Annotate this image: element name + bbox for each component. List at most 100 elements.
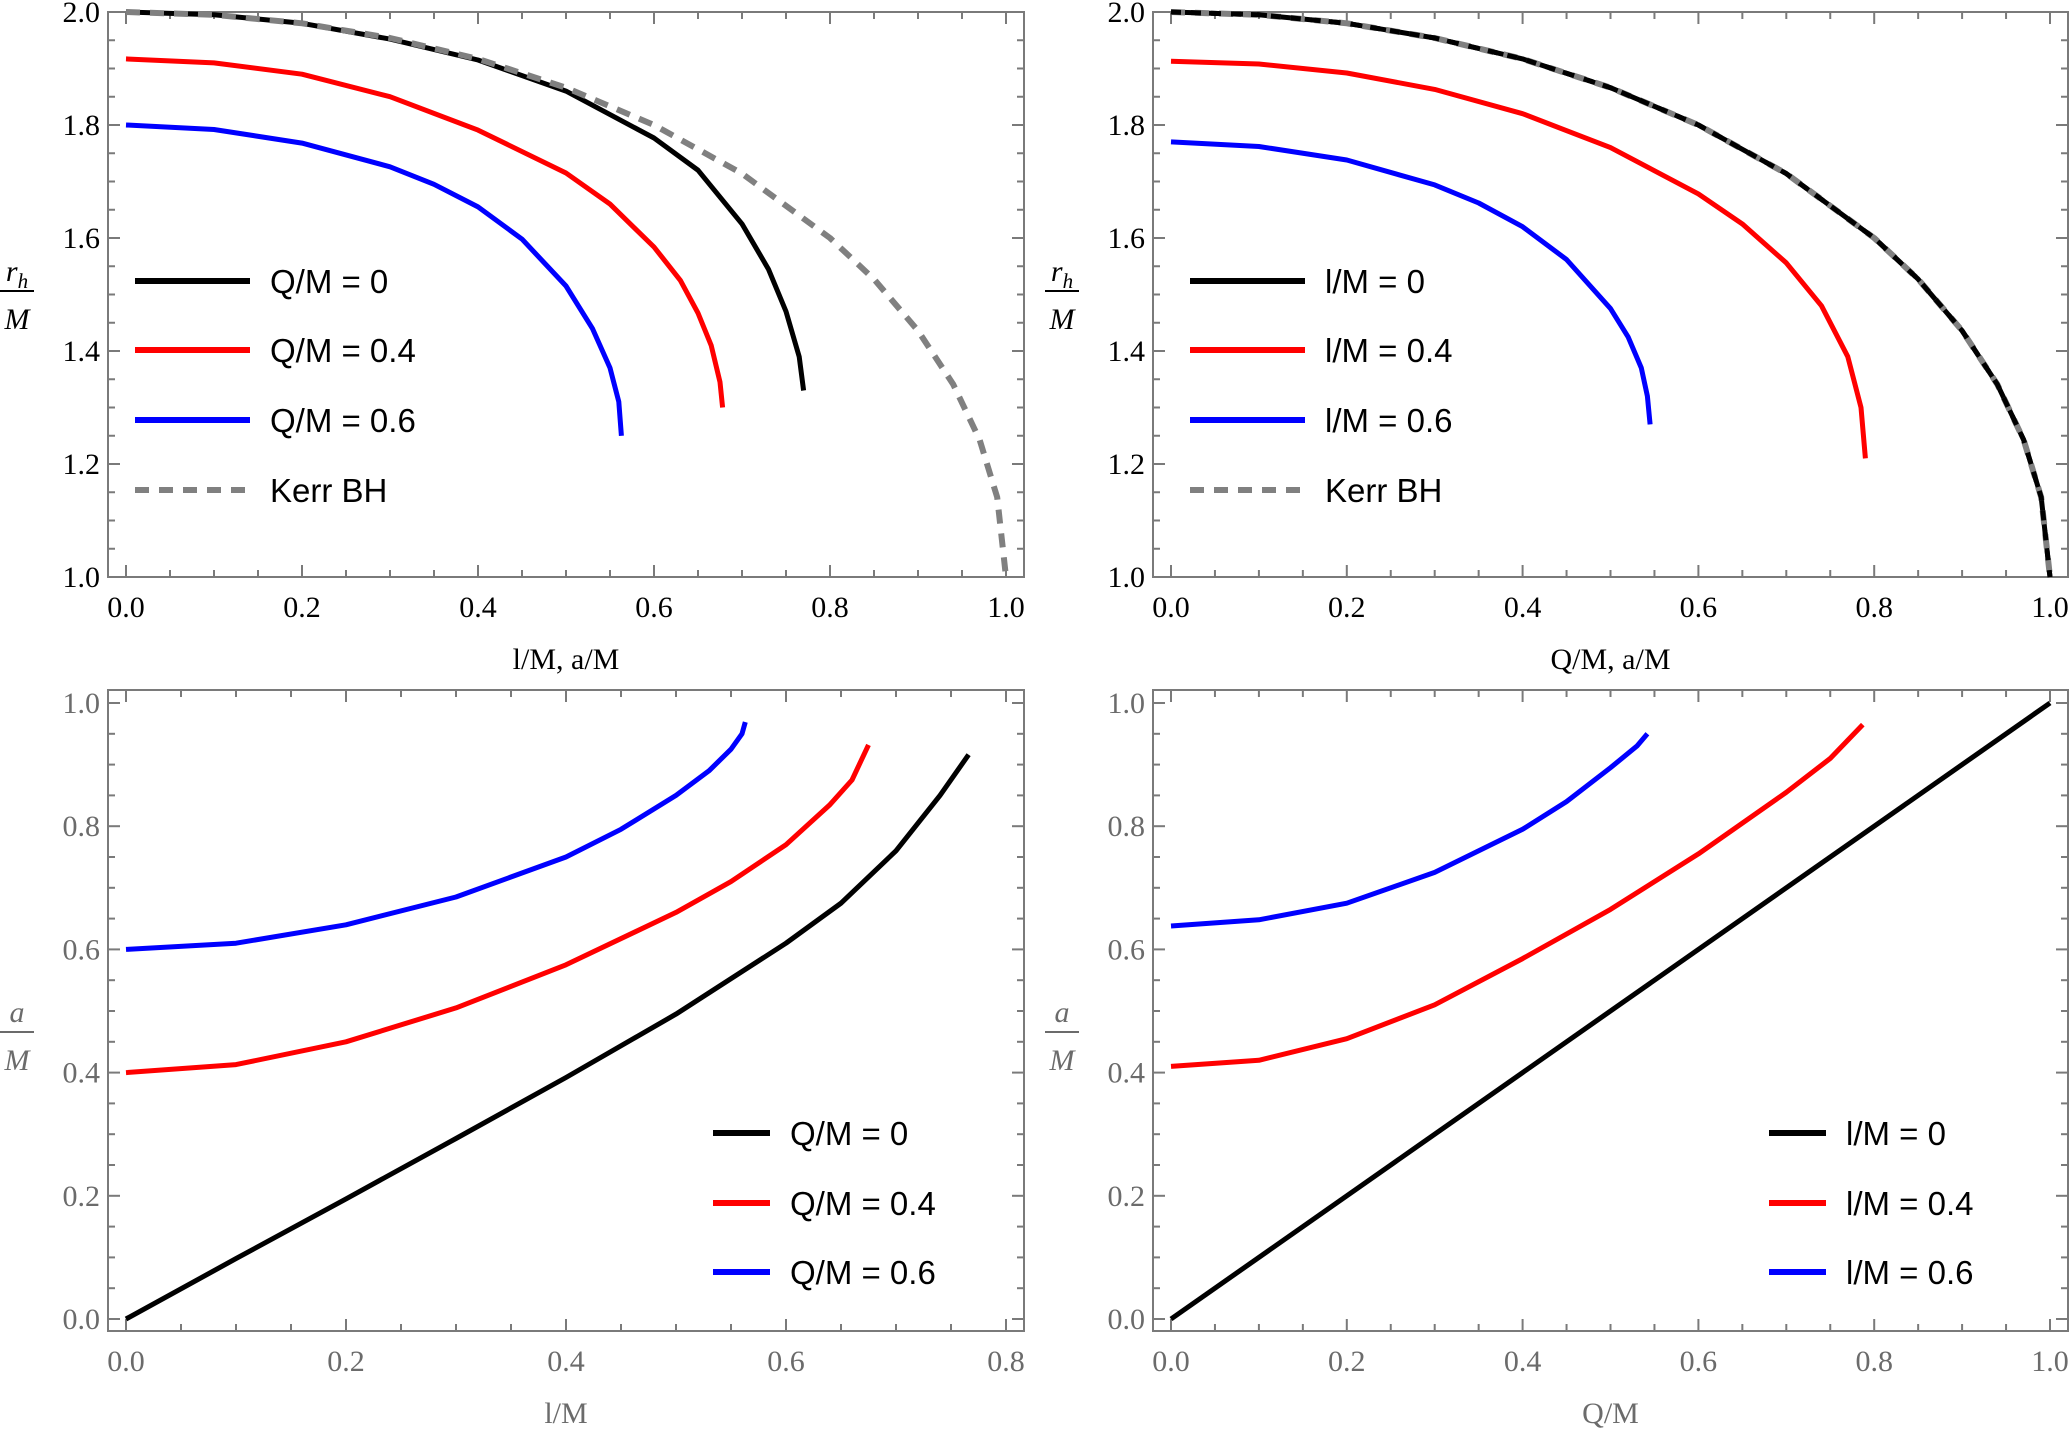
x-axis-label: l/M, a/M xyxy=(513,643,620,676)
legend-label: l/M = 0.6 xyxy=(1846,1254,1973,1291)
series-line-l-m-0-4 xyxy=(1170,58,1868,459)
series-line-kerr-bh-overlay xyxy=(1170,9,2053,578)
y-label-subscript: h xyxy=(1063,269,1074,293)
legend-label: l/M = 0 xyxy=(1846,1115,1946,1152)
x-tick-label: 0.8 xyxy=(1855,591,1893,624)
y-tick-label: 0.6 xyxy=(63,933,101,966)
y-tick-label: 1.8 xyxy=(1108,109,1146,142)
y-label-symbol: a xyxy=(10,996,25,1029)
y-tick-label: 0.2 xyxy=(1108,1180,1146,1213)
y-tick-label: 1.6 xyxy=(63,222,101,255)
x-axis-label: l/M xyxy=(544,1397,587,1430)
x-tick-label: 0.6 xyxy=(635,591,673,624)
x-tick-label: 0.4 xyxy=(1504,591,1542,624)
y-label-symbol: r xyxy=(6,255,18,288)
legend-label: Q/M = 0.6 xyxy=(270,402,416,439)
x-tick-label: 0.8 xyxy=(811,591,849,624)
x-tick-label: 0.8 xyxy=(1855,1345,1893,1378)
y-tick-label: 0.8 xyxy=(63,810,101,843)
y-tick-label: 0.8 xyxy=(1108,810,1146,843)
series-line-l-m-0 xyxy=(1170,9,2053,578)
series-line-kerr-bh xyxy=(125,9,1009,578)
x-tick-label: 0.2 xyxy=(1328,591,1366,624)
x-tick-label: 0.4 xyxy=(1504,1345,1542,1378)
y-axis-label-numerator: a xyxy=(10,996,25,1029)
x-tick-label: 1.0 xyxy=(2031,591,2069,624)
y-axis-label-numerator: a xyxy=(1055,996,1070,1029)
legend: Q/M = 0 Q/M = 0.4 Q/M = 0.6 xyxy=(713,1115,936,1291)
series-line-l-m-0 xyxy=(1169,700,2052,1322)
x-tick-label: 0.2 xyxy=(327,1345,365,1378)
panel-bottom-left: 0.0 0.2 0.4 0.6 0.8 0.0 0.2 0.4 0.6 0.8 1.0 l/M aM Q/… xyxy=(0,687,1025,1430)
y-tick-label: 0.6 xyxy=(1108,933,1146,966)
series-line-q-m-0-6 xyxy=(125,122,624,436)
series-line-q-m-0-6 xyxy=(125,721,748,952)
y-tick-label: 1.2 xyxy=(1108,448,1146,481)
series-line-kerr-bh xyxy=(1170,9,2053,578)
y-axis-label-denominator: M xyxy=(4,1044,32,1077)
x-axis-label: Q/M, a/M xyxy=(1551,643,1671,676)
y-tick-label: 1.4 xyxy=(1108,335,1146,368)
x-tick-label: 0.0 xyxy=(1152,1345,1190,1378)
y-tick-label: 1.2 xyxy=(63,448,101,481)
x-tick-label: 0.6 xyxy=(1680,591,1718,624)
y-tick-label: 2.0 xyxy=(1108,0,1146,29)
x-tick-label: 0.2 xyxy=(1328,1345,1366,1378)
y-tick-label: 0.4 xyxy=(1108,1057,1146,1090)
legend: Q/M = 0 Q/M = 0.4 Q/M = 0.6 Kerr BH xyxy=(135,263,416,509)
y-axis-label-denominator: M xyxy=(1049,1044,1077,1077)
legend-label: Q/M = 0.4 xyxy=(790,1185,936,1222)
y-label-symbol: a xyxy=(1055,996,1070,1029)
legend-label: Q/M = 0 xyxy=(790,1115,908,1152)
x-tick-label: 0.2 xyxy=(283,591,321,624)
x-tick-label: 1.0 xyxy=(987,591,1025,624)
legend-label: Q/M = 0.6 xyxy=(790,1254,936,1291)
legend: l/M = 0 l/M = 0.4 l/M = 0.6 xyxy=(1769,1115,1973,1291)
panel-top-right: 0.0 0.2 0.4 0.6 0.8 1.0 1.0 1.2 1.4 1.6 1.8 2.0 Q/M,… xyxy=(1045,0,2069,676)
x-tick-label: 0.4 xyxy=(459,591,497,624)
legend-label: Q/M = 0 xyxy=(270,263,388,300)
series-line-q-m-0-4 xyxy=(125,743,871,1076)
panel-bottom-right: 0.0 0.2 0.4 0.6 0.8 1.0 0.0 0.2 0.4 0.6 0.8 1.0 Q/M a… xyxy=(1045,687,2069,1430)
y-tick-label: 0.0 xyxy=(63,1303,101,1336)
y-label-subscript: h xyxy=(18,269,29,293)
legend: l/M = 0 l/M = 0.4 l/M = 0.6 Kerr BH xyxy=(1190,263,1452,509)
legend-label: l/M = 0.4 xyxy=(1846,1185,1973,1222)
series-line-l-m-0-6 xyxy=(1170,139,1653,425)
x-tick-label: 0.6 xyxy=(1680,1345,1718,1378)
y-axis-label-numerator: rh xyxy=(6,255,28,293)
series-line-q-m-0 xyxy=(124,753,971,1322)
x-tick-label: 0.0 xyxy=(1152,591,1190,624)
plot-frame xyxy=(107,11,1025,578)
y-axis-label-numerator: rh xyxy=(1051,255,1073,293)
y-tick-label: 1.0 xyxy=(1108,687,1146,720)
legend-label: Kerr BH xyxy=(270,472,387,509)
y-tick-label: 1.6 xyxy=(1108,222,1146,255)
legend-label: Q/M = 0.4 xyxy=(270,332,416,369)
x-tick-label: 1.0 xyxy=(2031,1345,2069,1378)
panel-top-left: 0.0 0.2 0.4 0.6 0.8 1.0 1.0 1.2 1.4 1.6 1.8 2.0 l/M,… xyxy=(0,0,1025,676)
y-tick-label: 1.0 xyxy=(63,687,101,720)
series-line-q-m-0-4 xyxy=(125,56,726,408)
y-axis-label-denominator: M xyxy=(4,303,32,336)
x-tick-label: 0.0 xyxy=(107,1345,145,1378)
legend-label: l/M = 0.6 xyxy=(1325,402,1452,439)
y-tick-label: 2.0 xyxy=(63,0,101,29)
y-label-symbol: r xyxy=(1051,255,1063,288)
y-tick-label: 1.4 xyxy=(63,335,101,368)
plot-frame xyxy=(107,689,1025,1332)
y-tick-label: 0.4 xyxy=(63,1057,101,1090)
x-tick-label: 0.8 xyxy=(987,1345,1025,1378)
x-tick-label: 0.0 xyxy=(107,591,145,624)
legend-label: l/M = 0 xyxy=(1325,263,1425,300)
x-axis-label: Q/M xyxy=(1582,1397,1639,1430)
series-line-l-m-0-6 xyxy=(1170,732,1650,929)
y-tick-label: 1.0 xyxy=(1108,561,1146,594)
y-tick-label: 0.0 xyxy=(1108,1303,1146,1336)
y-tick-label: 1.8 xyxy=(63,109,101,142)
legend-label: l/M = 0.4 xyxy=(1325,332,1452,369)
x-tick-label: 0.6 xyxy=(767,1345,805,1378)
y-axis-label-denominator: M xyxy=(1049,303,1077,336)
y-tick-label: 0.2 xyxy=(63,1180,101,1213)
